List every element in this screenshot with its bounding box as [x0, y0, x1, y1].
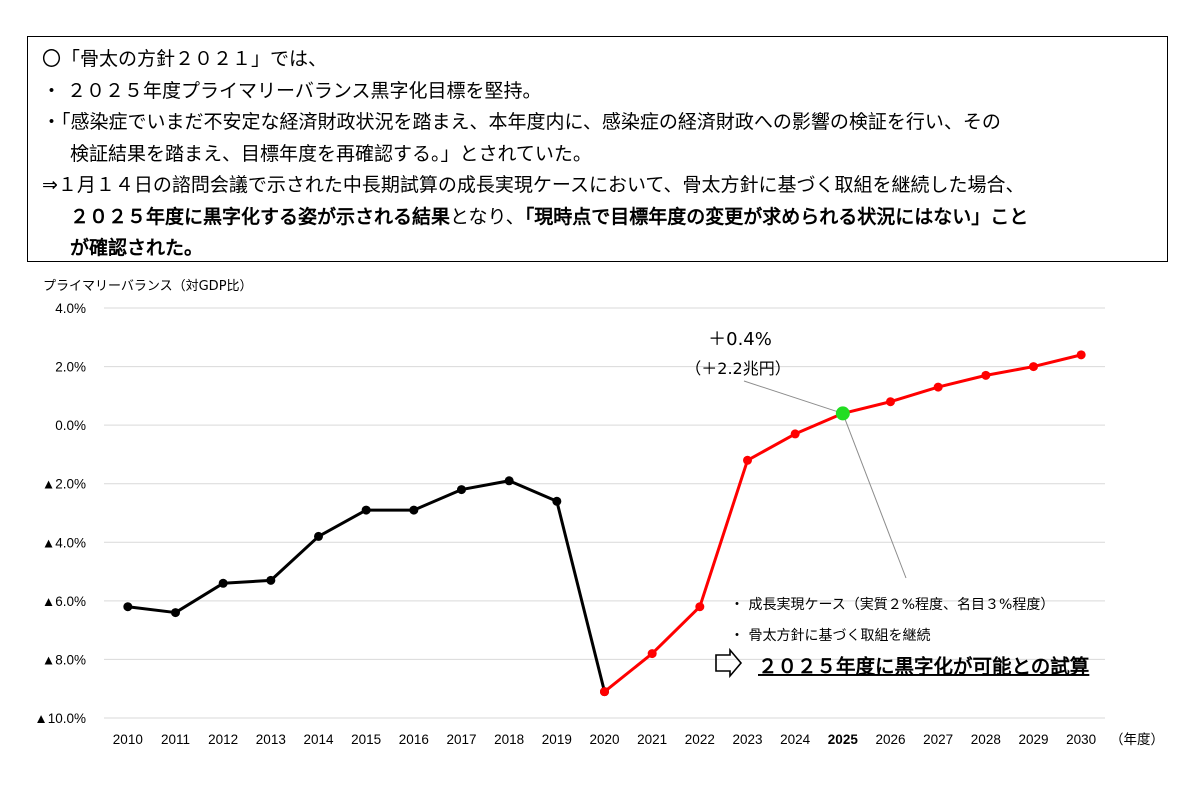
y-tick-label: 4.0%: [55, 301, 86, 316]
y-tick-labels: 4.0% 2.0% 0.0% ▲2.0% ▲4.0% ▲6.0% ▲8.0% ▲10.0%: [34, 301, 86, 726]
x-axis-label: （年度）: [1110, 732, 1164, 747]
x-tick-label: 2011: [161, 732, 190, 747]
x-tick-label: 2020: [589, 732, 619, 747]
leader-line: [842, 413, 907, 579]
data-point: [1029, 362, 1038, 372]
x-tick-label: 2021: [637, 732, 667, 747]
x-tick-label: 2012: [208, 732, 238, 747]
x-tick-label: 2018: [494, 732, 524, 747]
summary-line-7: が確認された。: [70, 237, 204, 259]
summary-line-2: ・ ２０２５年度プライマリーバランス黒字化目標を堅持。: [42, 79, 542, 102]
x-tick-label: 2026: [875, 732, 905, 747]
x-tick-label: 2029: [1018, 732, 1048, 747]
data-point: [266, 575, 276, 585]
x-tick-label: 2015: [351, 732, 381, 747]
leader-line: [743, 380, 843, 414]
x-tick-label: 2017: [446, 732, 476, 747]
summary-line-6: ２０２５年度に黒字化する姿が示される結果となり、「現時点で目標年度の変更が求めら…: [42, 202, 1155, 234]
x-tick-labels: 2010 2011 2012 2013 2014 2015 2016 2017 2018 2019…: [113, 732, 1096, 747]
gridlines: [104, 307, 1105, 719]
data-point: [790, 429, 800, 439]
data-point: [886, 397, 895, 407]
summary-connector: となり、: [450, 205, 525, 228]
x-tick-label: 2014: [303, 732, 334, 747]
y-tick-label: ▲2.0%: [42, 477, 86, 492]
x-tick-label: 2028: [971, 732, 1001, 747]
x-tick-label: 2019: [542, 732, 572, 747]
x-tick-label-highlight: 2025: [828, 732, 859, 747]
y-tick-label: ▲10.0%: [34, 711, 86, 726]
y-axis-label: プライマリーバランス（対GDP比）: [43, 279, 253, 294]
x-tick-label: 2027: [923, 732, 953, 747]
legend-item-1: ・ 成長実現ケース（実質２%程度、名目３%程度）: [730, 597, 1054, 613]
x-tick-label: 2022: [685, 732, 715, 747]
summary-box: 〇「骨太の方針２０２１」では、 ・ ２０２５年度プライマリーバランス黒字化目標を…: [27, 36, 1168, 262]
x-tick-label: 2030: [1066, 732, 1096, 747]
y-tick-label: ▲8.0%: [42, 652, 86, 667]
annotation-amount: （＋2.2兆円）: [685, 359, 790, 378]
data-point: [171, 608, 180, 618]
legend-item-2: ・ 骨太方針に基づく取組を継続: [730, 627, 930, 644]
data-point: [504, 476, 514, 486]
x-tick-label: 2013: [256, 732, 286, 747]
data-point: [933, 382, 943, 392]
summary-line-4: 検証結果を踏まえ、目標年度を再確認する。」とされていた。: [70, 142, 592, 165]
data-point: [123, 602, 133, 612]
data-point: [409, 505, 419, 515]
arrow-icon: [715, 647, 743, 679]
series-lines: [127, 353, 1082, 693]
data-point: [743, 455, 752, 465]
y-tick-label: 0.0%: [55, 418, 86, 433]
y-tick-label: 2.0%: [55, 360, 86, 375]
data-point: [361, 505, 371, 515]
summary-highlight-a: ２０２５年度に黒字化する姿が示される結果: [70, 205, 451, 228]
data-point: [1076, 350, 1086, 360]
data-point: [981, 370, 991, 380]
x-tick-label: 2016: [399, 732, 429, 747]
y-tick-label: ▲4.0%: [42, 535, 86, 550]
data-point: [600, 687, 609, 697]
conclusion-text: ２０２５年度に黒字化が可能との試算: [758, 655, 1089, 678]
data-point: [457, 485, 466, 495]
y-tick-label: ▲6.0%: [42, 594, 86, 609]
data-point: [552, 496, 562, 506]
x-tick-label: 2010: [113, 732, 143, 747]
leader-lines: [743, 380, 907, 579]
data-point: [314, 531, 323, 541]
highlight-point: [835, 406, 850, 421]
data-point: [695, 602, 705, 612]
summary-line-5: ⇒１月１４日の諮問会議で示された中長期試算の成長実現ケースにおいて、骨太方針に基…: [42, 174, 1025, 196]
x-tick-label: 2024: [780, 732, 811, 747]
data-points: [123, 350, 1086, 697]
summary-highlight-b: 「現時点で目標年度の変更が求められる状況にはない」こと: [524, 205, 1029, 228]
data-point: [647, 649, 657, 659]
data-point: [218, 578, 228, 588]
summary-line-3: ・「感染症でいまだ不安定な経済財政状況を踏まえ、本年度内に、感染症の経済財政への…: [42, 111, 1001, 133]
annotation-value: ＋0.4%: [708, 329, 772, 350]
x-tick-label: 2023: [732, 732, 762, 747]
summary-line-1: 〇「骨太の方針２０２１」では、: [42, 48, 328, 70]
